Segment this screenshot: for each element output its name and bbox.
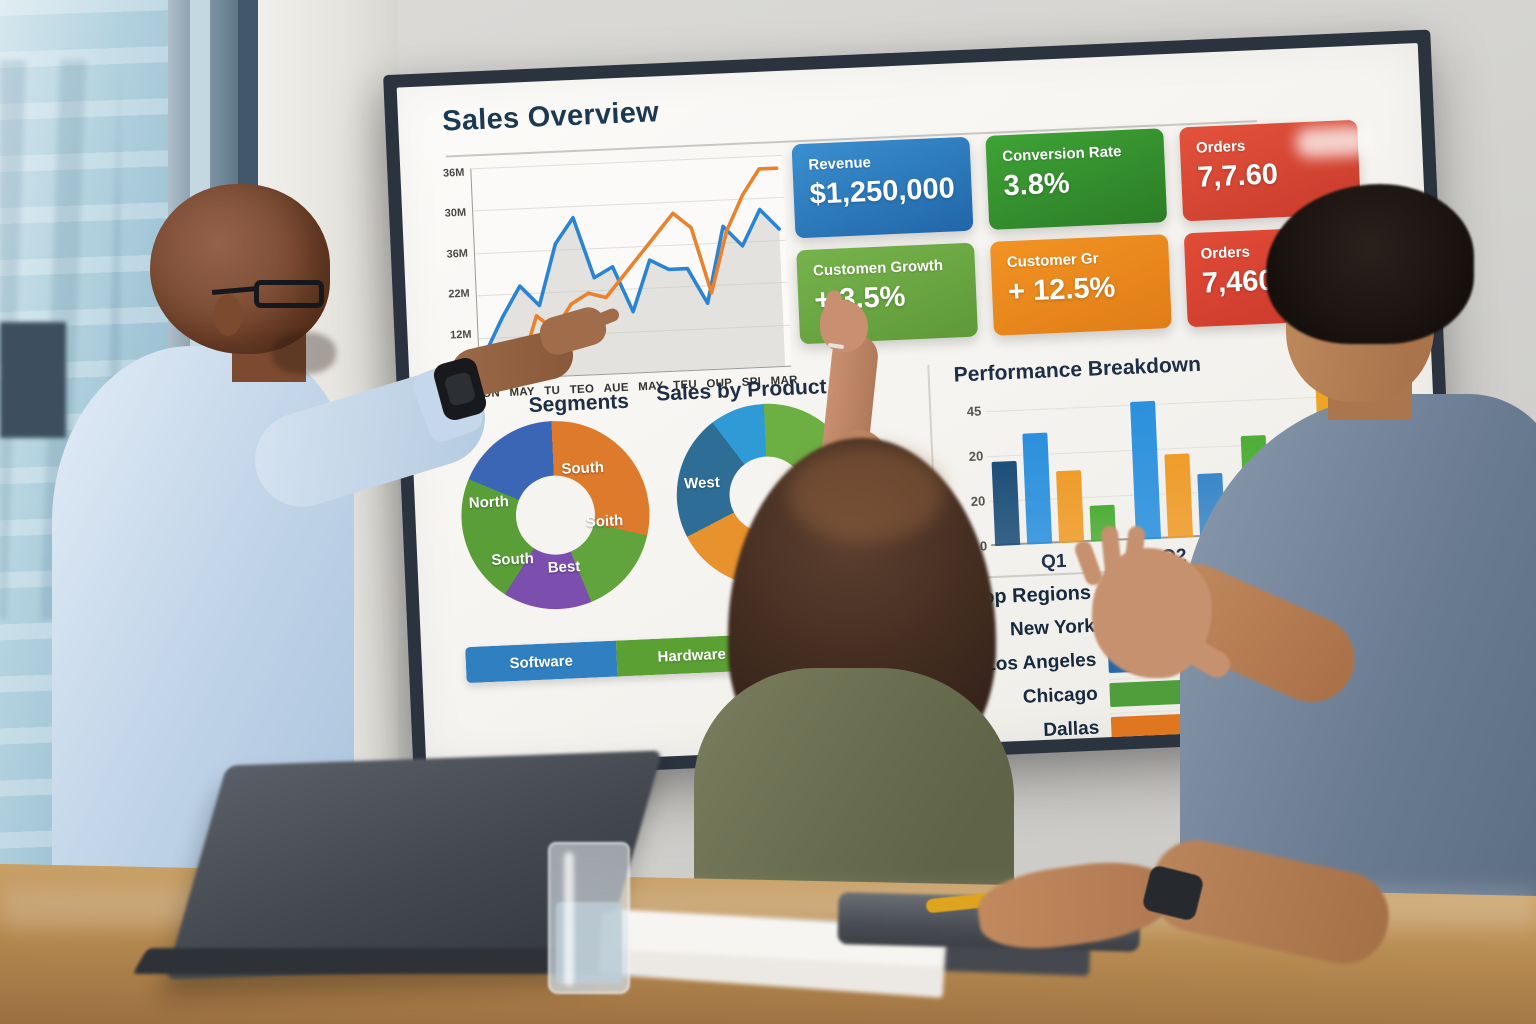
kpi-value: 7,7.60 <box>1196 158 1279 194</box>
segments-chart-title: Segments <box>528 389 630 418</box>
kpi-card-revenue: Revenue $1,250,000 <box>791 136 974 239</box>
window-frame <box>0 322 66 438</box>
slice-label: South <box>561 458 605 478</box>
slice-label: Best <box>547 558 581 577</box>
hair-highlight <box>788 446 944 542</box>
kpi-label: Conversion Rate <box>1001 143 1122 166</box>
kpi-label: Customer Gr <box>1006 250 1099 272</box>
kpi-label: Revenue <box>808 154 872 174</box>
left-man-head <box>150 184 330 354</box>
glass-highlight <box>564 852 574 986</box>
kpi-value: $1,250,000 <box>809 172 956 211</box>
left-man-beard <box>272 332 336 374</box>
kpi-label: Customen Growth <box>812 256 944 280</box>
region-label-chicago: Chicago <box>1022 683 1099 708</box>
page-title: Sales Overview <box>441 96 660 138</box>
slice-label: South <box>490 550 535 569</box>
legend-software: Software <box>465 640 618 684</box>
kpi-card-conversion-rate: Conversion Rate 3.8% <box>985 128 1168 230</box>
performance-breakdown-title: Performance Breakdown <box>953 352 1202 387</box>
kpi-value: 3.8% <box>1002 167 1071 203</box>
left-man-ear <box>214 294 242 336</box>
slice-label: North <box>468 493 510 512</box>
kpi-value: + 12.5% <box>1007 271 1116 309</box>
kpi-card-customer-growth-2: Customer Gr + 12.5% <box>989 125 1371 336</box>
slice-label: Soith <box>585 512 624 531</box>
water-glass <box>548 842 630 994</box>
slice-label: West <box>683 473 721 493</box>
right-man-hair <box>1266 184 1474 344</box>
segments-donut-chart: South Soith Best South North <box>457 417 654 614</box>
glasses <box>254 280 324 308</box>
